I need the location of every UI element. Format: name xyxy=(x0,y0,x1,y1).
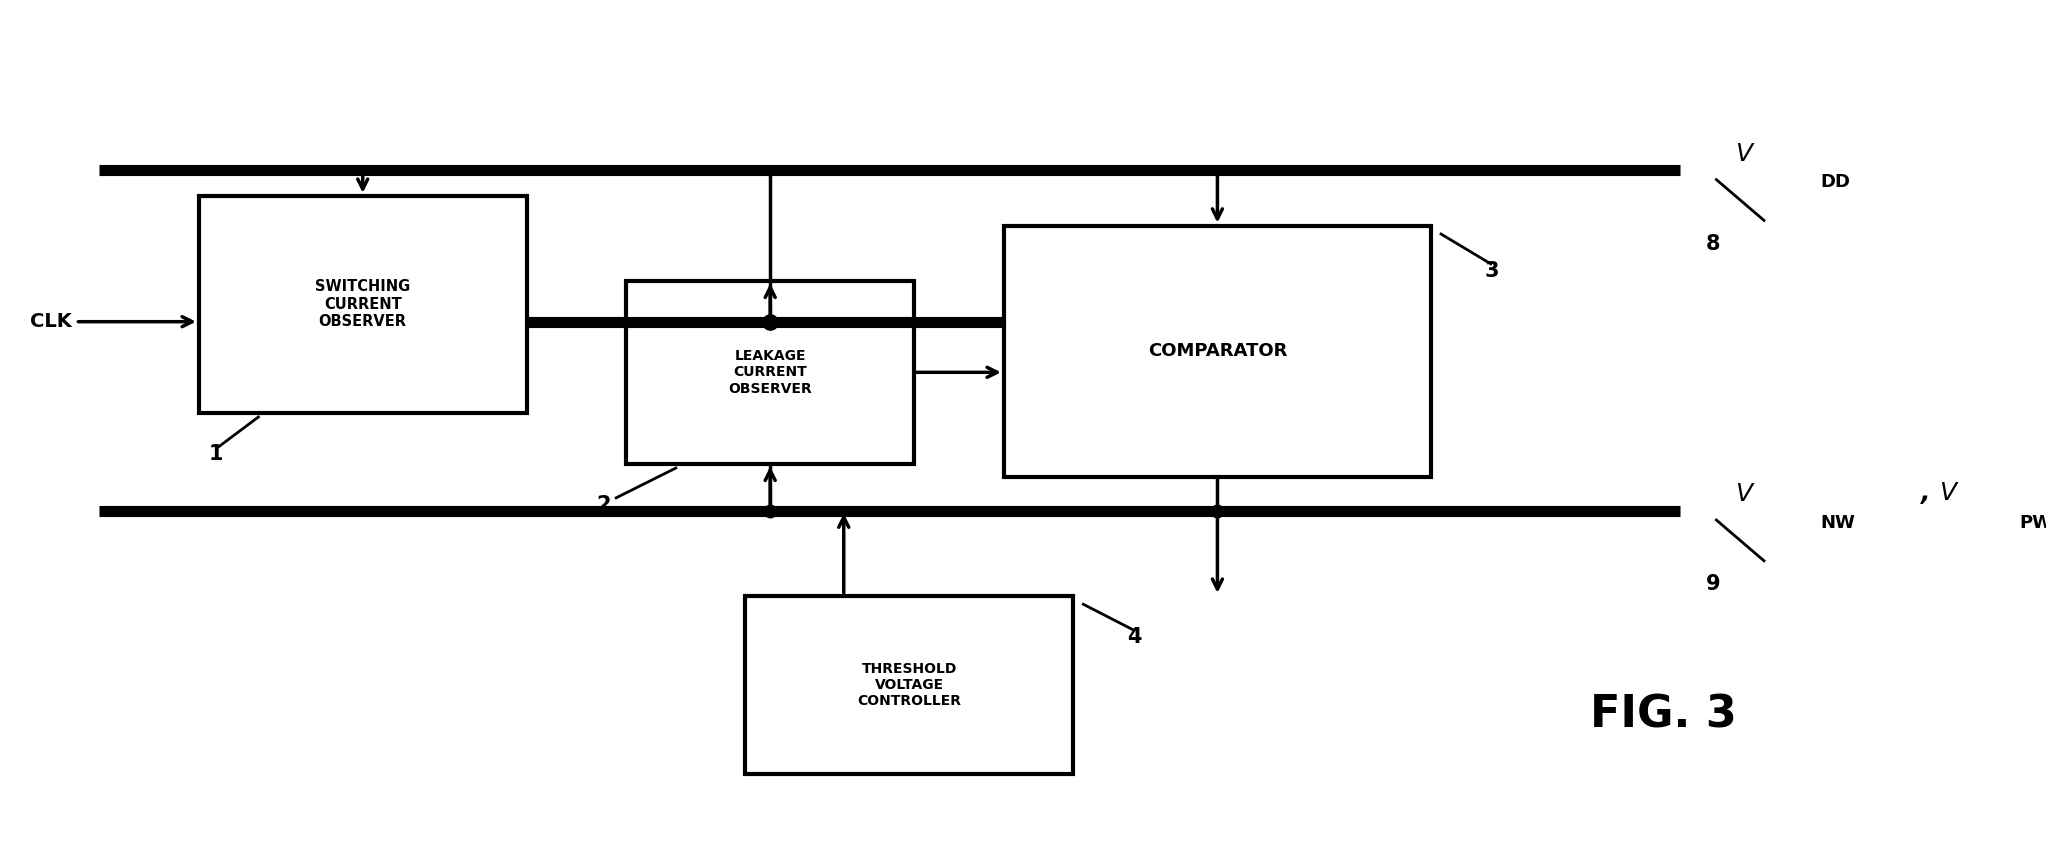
Text: LEAKAGE
CURRENT
OBSERVER: LEAKAGE CURRENT OBSERVER xyxy=(728,349,812,396)
Text: PW: PW xyxy=(2019,514,2046,532)
Text: COMPARATOR: COMPARATOR xyxy=(1148,342,1287,360)
Text: 9: 9 xyxy=(1706,574,1721,595)
Text: SWITCHING
CURRENT
OBSERVER: SWITCHING CURRENT OBSERVER xyxy=(315,279,411,329)
Text: CLK: CLK xyxy=(31,312,72,331)
Text: , $V$: , $V$ xyxy=(1919,480,1960,506)
Text: 1: 1 xyxy=(209,443,223,464)
Text: FIG. 3: FIG. 3 xyxy=(1590,694,1737,736)
Text: 2: 2 xyxy=(595,494,612,515)
Text: $V$: $V$ xyxy=(1735,142,1755,166)
FancyBboxPatch shape xyxy=(745,596,1074,774)
Text: 3: 3 xyxy=(1485,260,1500,281)
Text: 8: 8 xyxy=(1706,234,1721,254)
FancyBboxPatch shape xyxy=(1005,226,1430,477)
FancyBboxPatch shape xyxy=(626,281,915,464)
Text: THRESHOLD
VOLTAGE
CONTROLLER: THRESHOLD VOLTAGE CONTROLLER xyxy=(857,662,962,708)
Text: NW: NW xyxy=(1821,514,1856,532)
Text: DD: DD xyxy=(1821,174,1852,191)
FancyBboxPatch shape xyxy=(198,196,526,413)
Text: 4: 4 xyxy=(1127,626,1142,647)
Text: $V$: $V$ xyxy=(1735,483,1755,506)
